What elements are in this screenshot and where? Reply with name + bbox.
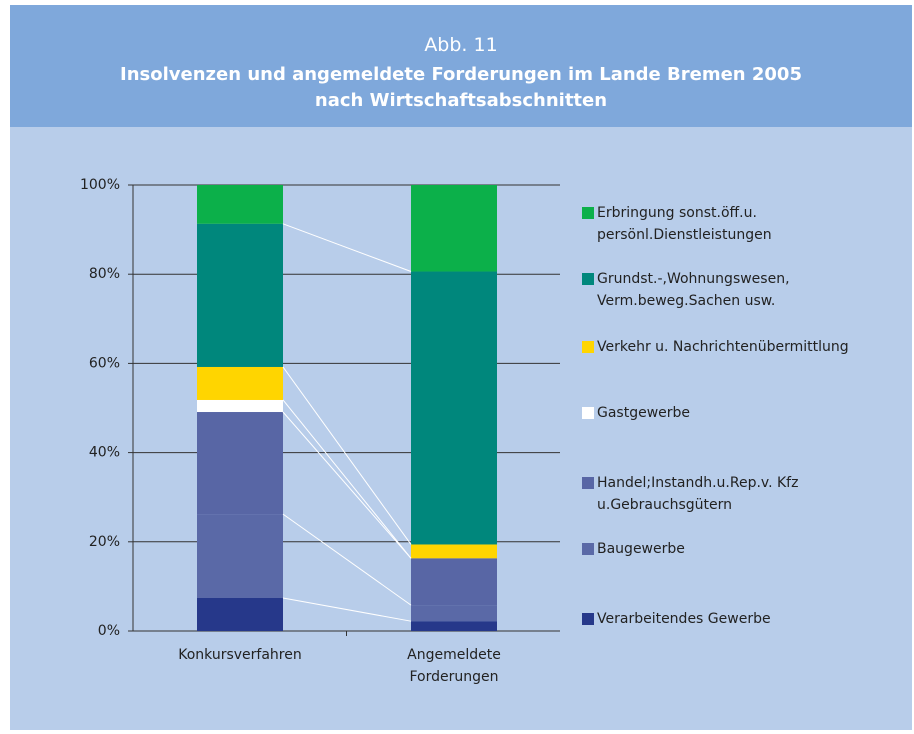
legend-label: Baugewerbe [597, 541, 685, 557]
bar-segment [197, 223, 283, 367]
connector [282, 366, 412, 545]
bar-segment [411, 185, 497, 272]
bar-segment [197, 399, 283, 413]
header [10, 5, 912, 127]
legend-swatch [582, 613, 594, 625]
legend-label: Handel;Instandh.u.Rep.v. Kfz u.Gebrauchs… [597, 475, 799, 513]
bar-segment [197, 514, 283, 598]
y-tick-label: 60% [89, 355, 120, 371]
bar-segment [411, 544, 497, 559]
chart-title: Insolvenzen und angemeldete Forderungen … [120, 64, 802, 111]
legend-swatch [582, 407, 594, 419]
connector [282, 513, 412, 606]
bar-segment [411, 621, 497, 631]
x-tick-label: Angemeldete Forderungen [407, 647, 501, 685]
x-tick-label: Konkursverfahren [178, 647, 302, 663]
y-tick-label: 0% [98, 623, 120, 639]
y-tick-label: 40% [89, 445, 120, 461]
legend-swatch [582, 273, 594, 285]
bar-segment [411, 271, 497, 545]
legend-label: Erbringung sonst.öff.u. persönl.Dienstle… [597, 205, 772, 243]
legend-label: Verarbeitendes Gewerbe [597, 611, 771, 627]
legend-label: Grundst.-,Wohnungswesen, Verm.beweg.Sach… [597, 271, 790, 309]
bar-segment [197, 366, 283, 400]
legend-swatch [582, 341, 594, 353]
connector [282, 411, 412, 559]
connector [282, 597, 412, 622]
bar-segment [411, 558, 497, 606]
y-tick-label: 80% [89, 266, 120, 282]
connector [282, 399, 412, 559]
y-tick-label: 100% [80, 177, 120, 193]
y-tick-label: 20% [89, 534, 120, 550]
bar-segment [197, 597, 283, 631]
legend-label: Verkehr u. Nachrichtenübermittlung [597, 339, 849, 355]
connector [282, 223, 412, 272]
bar-segment [197, 185, 283, 224]
legend-swatch [582, 207, 594, 219]
legend-swatch [582, 477, 594, 489]
bar-segment [411, 605, 497, 622]
bar-segment [197, 412, 283, 515]
legend-label: Gastgewerbe [597, 405, 691, 421]
chart-subtitle: Abb. 11 [424, 34, 498, 56]
legend-swatch [582, 543, 594, 555]
